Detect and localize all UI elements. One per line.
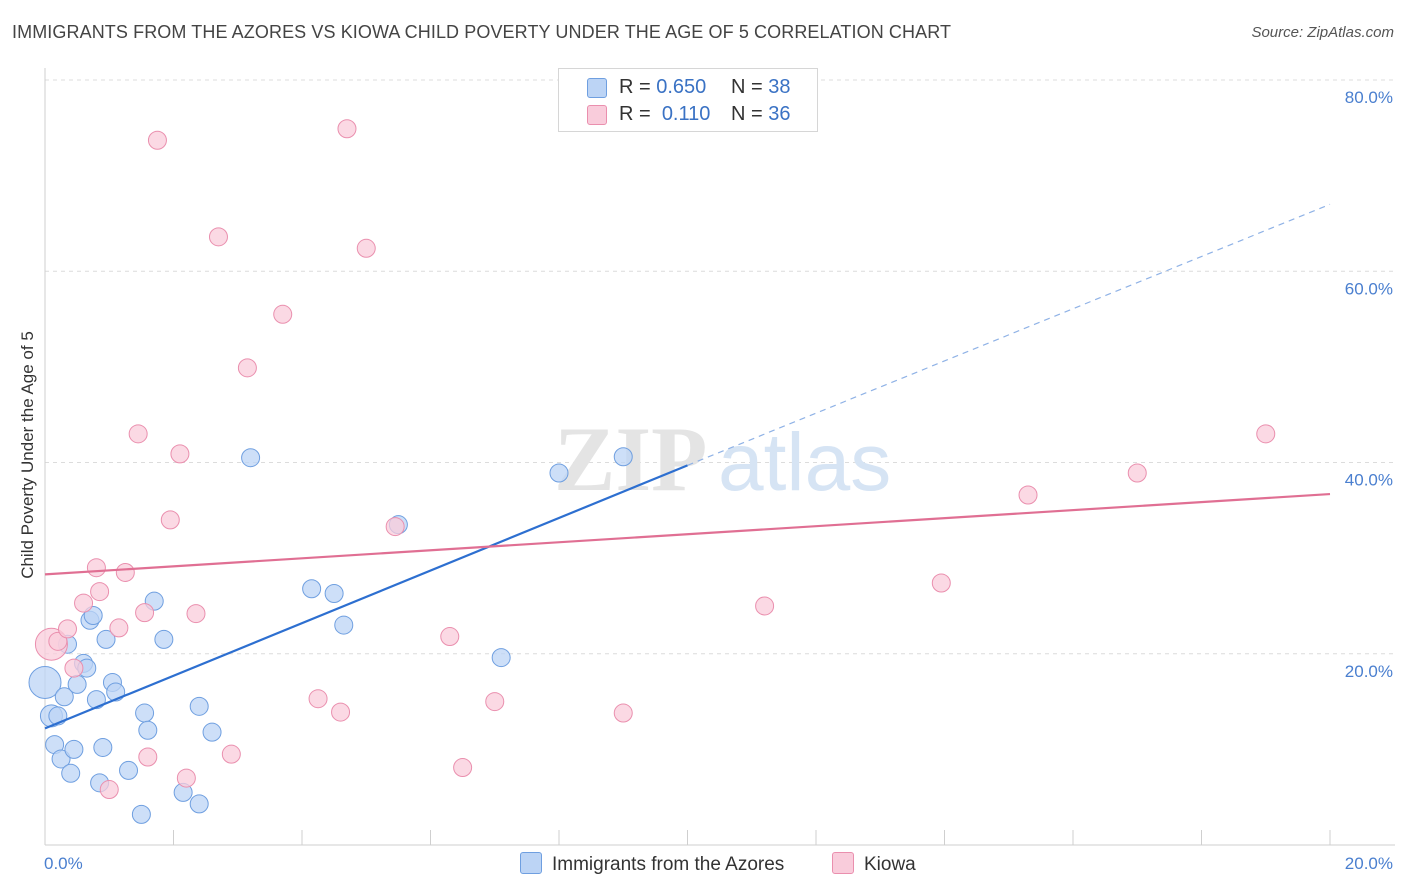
legend-item-kiowa: Kiowa bbox=[832, 852, 916, 876]
kiowa-point bbox=[170, 444, 190, 464]
kiowa-point bbox=[440, 627, 460, 647]
legend-n-label: N = bbox=[731, 76, 763, 98]
kiowa-point bbox=[308, 689, 328, 709]
azores-point bbox=[241, 448, 261, 468]
kiowa-point bbox=[99, 780, 119, 800]
x-tick-label: 0.0% bbox=[44, 854, 83, 873]
kiowa-point bbox=[176, 768, 196, 788]
azores-point bbox=[302, 579, 322, 599]
kiowa-point bbox=[138, 747, 158, 767]
azores-point bbox=[491, 648, 511, 668]
data-points bbox=[28, 119, 1276, 824]
kiowa-point bbox=[337, 119, 357, 139]
legend-swatch-azores bbox=[587, 78, 607, 98]
legend-n-label: N = bbox=[731, 103, 763, 125]
azores-point bbox=[131, 804, 151, 824]
azores-point bbox=[54, 687, 74, 707]
kiowa-point bbox=[485, 692, 505, 712]
kiowa-point bbox=[331, 702, 351, 722]
legend-r-label: R = bbox=[619, 103, 651, 125]
legend-swatch-azores bbox=[520, 852, 542, 874]
legend-r-value: 0.110 bbox=[661, 103, 711, 125]
y-tick-label: 40.0% bbox=[1345, 471, 1393, 490]
kiowa-point bbox=[208, 227, 228, 247]
azores-point bbox=[189, 794, 209, 814]
azores-point bbox=[138, 720, 158, 740]
azores-point bbox=[96, 629, 116, 649]
kiowa-point bbox=[90, 582, 110, 602]
kiowa-point bbox=[147, 130, 167, 150]
chart-title: IMMIGRANTS FROM THE AZORES VS KIOWA CHIL… bbox=[12, 22, 952, 42]
azores-point bbox=[202, 722, 222, 742]
tick-labels: 20.0% 40.0% 60.0% 80.0% 0.0% 20.0% bbox=[44, 88, 1393, 873]
kiowa-point bbox=[237, 358, 257, 378]
kiowa-point bbox=[86, 558, 106, 578]
source-label: Source: ZipAtlas.com bbox=[1251, 24, 1394, 41]
kiowa-point bbox=[64, 658, 84, 678]
kiowa-point bbox=[385, 517, 405, 537]
series-legend: Immigrants from the Azores Kiowa bbox=[0, 852, 1406, 878]
kiowa-point bbox=[115, 562, 135, 582]
kiowa-point bbox=[1256, 424, 1276, 444]
legend-label-azores: Immigrants from the Azores bbox=[552, 854, 785, 875]
legend-swatch-kiowa bbox=[587, 105, 607, 125]
azores-point bbox=[119, 760, 139, 780]
watermark-atlas: atlas bbox=[718, 417, 891, 508]
trend-lines bbox=[44, 203, 1331, 730]
azores-point bbox=[93, 737, 113, 757]
azores-point bbox=[64, 739, 84, 759]
azores-point bbox=[135, 703, 155, 723]
y-tick-label: 20.0% bbox=[1345, 662, 1393, 681]
kiowa-point bbox=[453, 758, 473, 778]
legend-r-value: 0.650 bbox=[656, 76, 707, 98]
kiowa-point bbox=[755, 596, 775, 616]
kiowa-point bbox=[160, 510, 180, 530]
kiowa-trend-line bbox=[44, 492, 1331, 576]
legend-n-value: 36 bbox=[768, 103, 791, 125]
azores-point bbox=[51, 749, 71, 769]
kiowa-point bbox=[1127, 463, 1147, 483]
kiowa-point bbox=[57, 619, 77, 639]
azores-point bbox=[67, 674, 87, 694]
legend-r-label: R = bbox=[619, 76, 651, 98]
azores-point bbox=[86, 690, 106, 710]
legend-item-azores: Immigrants from the Azores bbox=[520, 852, 784, 876]
azores-point bbox=[334, 615, 354, 635]
azores-point bbox=[61, 763, 81, 783]
kiowa-point bbox=[109, 618, 129, 638]
kiowa-point bbox=[273, 304, 293, 324]
legend-label-kiowa: Kiowa bbox=[864, 854, 916, 875]
legend-n-value: 38 bbox=[768, 76, 791, 98]
azores-trend-line bbox=[44, 464, 688, 730]
kiowa-point bbox=[1018, 485, 1038, 505]
kiowa-point bbox=[186, 604, 206, 624]
watermark: ZIP atlas bbox=[554, 408, 891, 510]
x-tick-label: 20.0% bbox=[1345, 854, 1393, 873]
azores-point bbox=[549, 463, 569, 483]
azores-point bbox=[613, 447, 633, 467]
kiowa-point bbox=[135, 603, 155, 623]
azores-trend-extension bbox=[687, 203, 1331, 466]
kiowa-point bbox=[128, 424, 148, 444]
kiowa-point bbox=[931, 573, 951, 593]
y-tick-label: 60.0% bbox=[1345, 279, 1393, 298]
correlation-legend: R = 0.650 N = 38 R = 0.110 N = 36 bbox=[558, 68, 818, 132]
azores-point bbox=[154, 629, 174, 649]
kiowa-point bbox=[356, 238, 376, 258]
kiowa-point bbox=[221, 744, 241, 764]
kiowa-point bbox=[613, 703, 633, 723]
legend-swatch-kiowa bbox=[832, 852, 854, 874]
azores-point bbox=[28, 665, 62, 699]
kiowa-point bbox=[74, 593, 94, 613]
azores-point bbox=[324, 584, 344, 604]
azores-point bbox=[189, 696, 209, 716]
y-tick-label: 80.0% bbox=[1345, 88, 1393, 107]
